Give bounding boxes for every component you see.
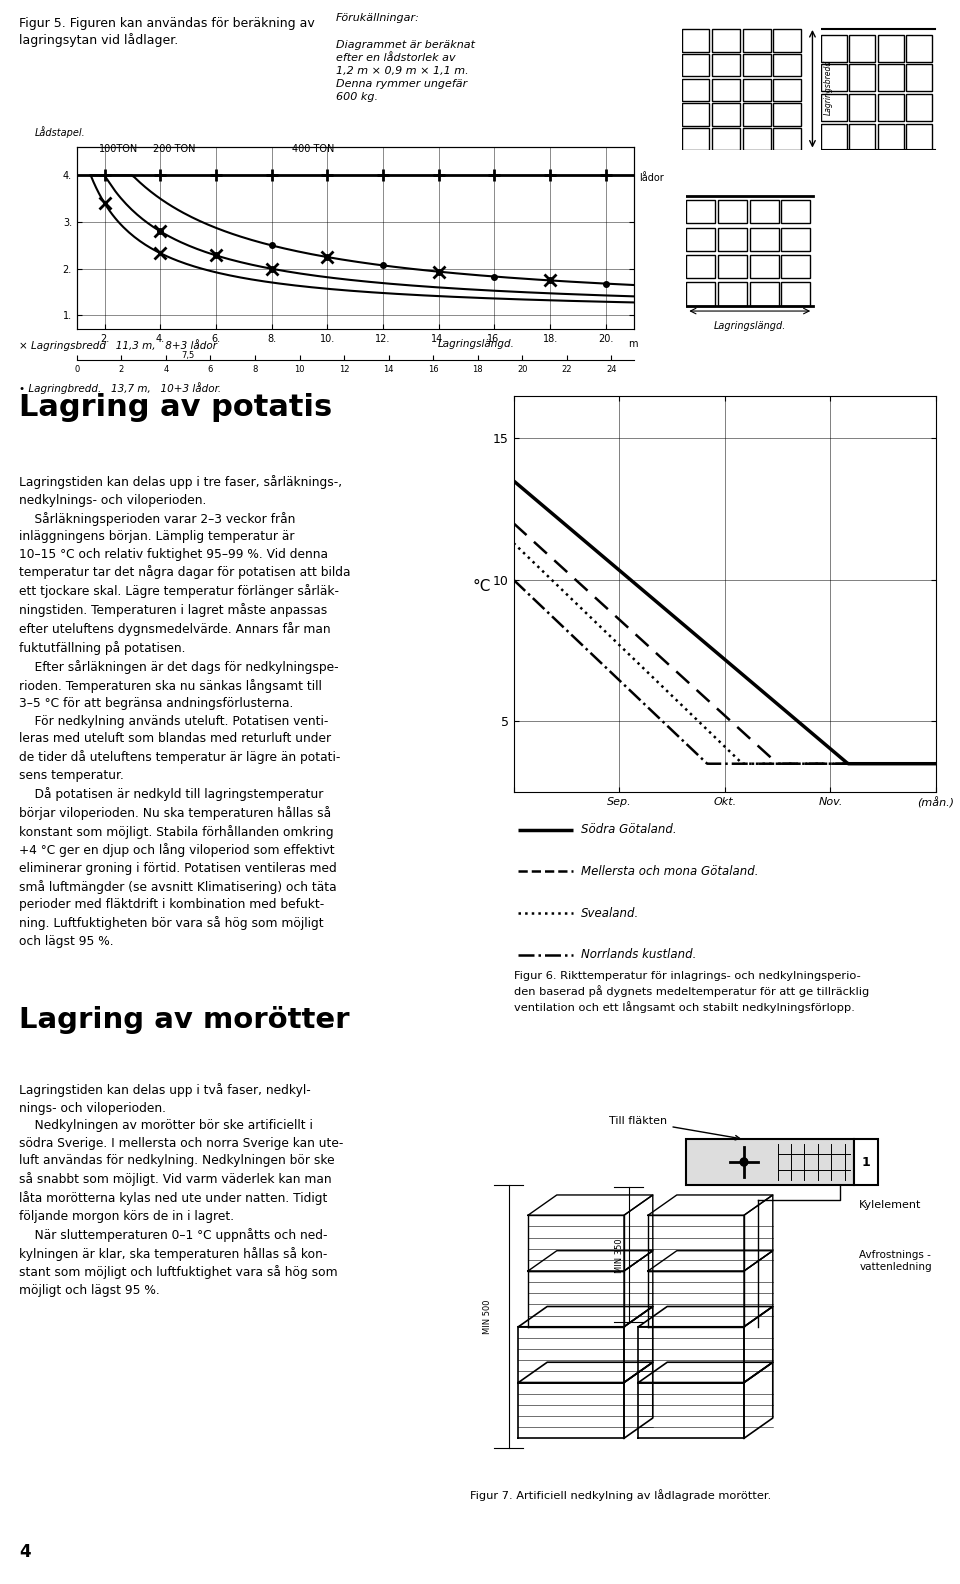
Bar: [850, 93, 876, 120]
Text: Lagring av morötter: Lagring av morötter: [19, 1006, 349, 1034]
Bar: [906, 65, 932, 92]
Text: 7,5: 7,5: [181, 352, 195, 360]
Bar: [743, 29, 771, 52]
Bar: [743, 103, 771, 125]
Text: m: m: [628, 339, 637, 348]
Text: Lagring av potatis: Lagring av potatis: [19, 393, 332, 421]
Bar: [774, 29, 802, 52]
Bar: [712, 103, 740, 125]
Bar: [712, 128, 740, 150]
Bar: [781, 255, 810, 279]
Bar: [743, 54, 771, 76]
Bar: [686, 1139, 854, 1185]
Text: Förukällningar:: Förukällningar:: [336, 13, 420, 22]
Text: Lagringsbredd: Lagringsbredd: [824, 60, 832, 116]
Text: Kylelement: Kylelement: [859, 1201, 922, 1210]
Bar: [718, 228, 747, 250]
Text: 400 TON: 400 TON: [292, 144, 335, 154]
Text: Figur 5. Figuren kan användas för beräkning av
lagringsytan vid lådlager.: Figur 5. Figuren kan användas för beräkn…: [19, 17, 315, 46]
Text: Svealand.: Svealand.: [581, 906, 639, 920]
Bar: [686, 255, 715, 279]
Bar: [821, 124, 847, 150]
Text: 4: 4: [19, 1543, 31, 1562]
Bar: [718, 200, 747, 223]
Bar: [712, 79, 740, 101]
Bar: [850, 35, 876, 62]
Text: MIN 350: MIN 350: [614, 1239, 624, 1274]
Text: Lagringstiden kan delas upp i tre faser, sårläknings-,
nedkylnings- och viloperi: Lagringstiden kan delas upp i tre faser,…: [19, 475, 350, 947]
Bar: [743, 79, 771, 101]
Bar: [750, 282, 779, 306]
Text: Lagringstiden kan delas upp i två faser, nedkyl-
nings- och viloperioden.
    Ne: Lagringstiden kan delas upp i två faser,…: [19, 1083, 344, 1297]
Bar: [682, 54, 709, 76]
Bar: [877, 65, 903, 92]
Text: MIN 500: MIN 500: [483, 1299, 492, 1334]
Bar: [906, 93, 932, 120]
Bar: [821, 93, 847, 120]
Bar: [854, 1139, 878, 1185]
Text: 1: 1: [862, 1155, 871, 1169]
Text: Lagringslängd.: Lagringslängd.: [438, 339, 515, 348]
Bar: [781, 228, 810, 250]
Text: Figur 6. Rikttemperatur för inlagrings- och nedkylningsperio-
den baserad på dyg: Figur 6. Rikttemperatur för inlagrings- …: [514, 971, 869, 1012]
Text: Lagringslängd.: Lagringslängd.: [713, 320, 786, 331]
Bar: [712, 29, 740, 52]
Bar: [750, 255, 779, 279]
Text: Diagrammet är beräknat
efter en lådstorlek av
1,2 m × 0,9 m × 1,1 m.
Denna rymme: Diagrammet är beräknat efter en lådstorl…: [336, 40, 475, 103]
Text: lådor: lådor: [639, 173, 664, 182]
Bar: [686, 228, 715, 250]
Bar: [682, 103, 709, 125]
Text: • Lagringbredd.   13,7 m,   10+3 lådor.: • Lagringbredd. 13,7 m, 10+3 lådor.: [19, 382, 222, 394]
Text: Mellersta och mona Götaland.: Mellersta och mona Götaland.: [581, 865, 758, 878]
Bar: [774, 103, 802, 125]
Bar: [906, 124, 932, 150]
Bar: [774, 79, 802, 101]
Bar: [781, 282, 810, 306]
Bar: [718, 255, 747, 279]
Bar: [821, 65, 847, 92]
Bar: [750, 228, 779, 250]
Bar: [712, 54, 740, 76]
Bar: [743, 128, 771, 150]
Bar: [821, 35, 847, 62]
Bar: [877, 35, 903, 62]
Bar: [850, 124, 876, 150]
Text: Norrlands kustland.: Norrlands kustland.: [581, 949, 697, 961]
Text: Södra Götaland.: Södra Götaland.: [581, 824, 677, 836]
Text: 200 TON: 200 TON: [153, 144, 196, 154]
Bar: [781, 200, 810, 223]
Y-axis label: °C: °C: [472, 580, 491, 594]
Text: 100TON: 100TON: [99, 144, 138, 154]
Bar: [750, 200, 779, 223]
Text: Figur 7. Artificiell nedkylning av lådlagrade morötter.: Figur 7. Artificiell nedkylning av lådla…: [470, 1489, 772, 1502]
Circle shape: [740, 1158, 748, 1166]
Bar: [686, 200, 715, 223]
Bar: [850, 65, 876, 92]
Text: Avfrostnings -
vattenledning: Avfrostnings - vattenledning: [859, 1250, 932, 1272]
Text: × Lagringsbredd   11,3 m,   8+3 lådor: × Lagringsbredd 11,3 m, 8+3 lådor: [19, 339, 217, 352]
Bar: [877, 93, 903, 120]
Bar: [682, 128, 709, 150]
Bar: [682, 29, 709, 52]
Bar: [774, 54, 802, 76]
Bar: [774, 128, 802, 150]
Bar: [718, 282, 747, 306]
Bar: [906, 35, 932, 62]
Text: Lådstapel.: Lådstapel.: [35, 125, 85, 138]
Bar: [686, 282, 715, 306]
Bar: [877, 124, 903, 150]
Bar: [682, 79, 709, 101]
Text: Till fläkten: Till fläkten: [610, 1117, 740, 1140]
